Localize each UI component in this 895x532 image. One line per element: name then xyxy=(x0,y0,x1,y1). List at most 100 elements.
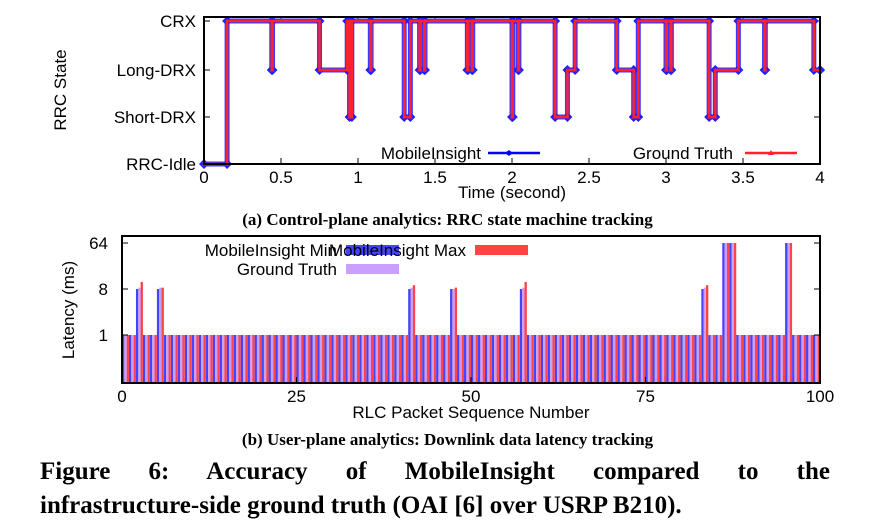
bar-mobileinsight-max xyxy=(761,335,765,383)
bar-mobileinsight-max xyxy=(629,335,632,383)
bar-mobileinsight-max xyxy=(503,335,506,383)
bar-mobileinsight-max xyxy=(329,335,332,383)
bar-mobileinsight-max xyxy=(182,335,185,383)
y-tick-label: CRX xyxy=(160,12,196,31)
bar-mobileinsight-max xyxy=(524,281,527,383)
bar-mobileinsight-max xyxy=(280,335,283,383)
bar-mobileinsight-max xyxy=(336,335,339,383)
bar-ground-truth xyxy=(564,335,567,383)
bar-mobileinsight-max xyxy=(238,335,241,383)
bar-mobileinsight-min xyxy=(177,335,181,383)
ground-truth-marker xyxy=(636,19,641,23)
bar-ground-truth xyxy=(159,287,162,383)
bar-mobileinsight-max xyxy=(259,335,262,383)
bar-mobileinsight-max xyxy=(622,335,625,383)
ground-truth-marker xyxy=(707,19,712,23)
bar-ground-truth xyxy=(724,243,727,383)
ground-truth-marker xyxy=(553,19,558,23)
bar-mobileinsight-max xyxy=(733,243,737,383)
ground-truth-marker xyxy=(369,68,374,72)
bar-mobileinsight-min xyxy=(345,335,348,383)
ground-truth-marker xyxy=(713,68,718,72)
bar-mobileinsight-min xyxy=(142,335,146,383)
bar-mobileinsight-max xyxy=(384,335,388,383)
bar-ground-truth xyxy=(494,335,497,383)
bar-ground-truth xyxy=(431,335,434,383)
legend-swatch-mobileinsight-min xyxy=(346,245,399,255)
bar-mobileinsight-min xyxy=(443,335,446,383)
bar-mobileinsight-min xyxy=(603,335,606,383)
bar-mobileinsight-min xyxy=(149,335,153,383)
ground-truth-marker xyxy=(636,115,641,119)
ground-truth-marker xyxy=(669,19,674,23)
bar-mobileinsight-max xyxy=(643,335,646,383)
bar-mobileinsight-max xyxy=(601,335,604,383)
x-axis-label: RLC Packet Sequence Number xyxy=(352,403,590,422)
ground-truth-marker xyxy=(270,68,275,72)
bar-mobileinsight-min xyxy=(547,335,551,383)
ground-truth-marker xyxy=(565,115,570,119)
bar-ground-truth xyxy=(236,335,239,383)
bar-ground-truth xyxy=(591,335,595,383)
bar-mobileinsight-max xyxy=(664,335,667,383)
ground-truth-marker xyxy=(573,19,578,23)
ground-truth-marker xyxy=(349,115,354,119)
ground-truth-marker xyxy=(811,19,816,23)
bar-mobileinsight-max xyxy=(615,335,618,383)
bar-mobileinsight-min xyxy=(694,335,697,383)
ground-truth-marker xyxy=(736,19,741,23)
bar-mobileinsight-max xyxy=(685,335,688,383)
bar-mobileinsight-max xyxy=(782,335,786,383)
ground-truth-marker xyxy=(631,115,636,119)
bar-mobileinsight-min xyxy=(785,243,788,383)
bar-ground-truth xyxy=(403,335,406,383)
bar-ground-truth xyxy=(138,287,141,383)
ground-truth-marker xyxy=(573,68,578,72)
bar-mobileinsight-min xyxy=(680,335,683,383)
bar-ground-truth xyxy=(815,335,818,383)
figure-caption-line2: infrastructure-side ground truth (OAI [6… xyxy=(40,492,682,519)
bar-ground-truth xyxy=(536,335,539,383)
bar-ground-truth xyxy=(773,335,776,383)
ground-truth-marker xyxy=(402,115,407,119)
bar-mobileinsight-min xyxy=(268,335,271,383)
figure-caption-line1: Figure 6: Accuracy of MobileInsight comp… xyxy=(40,458,830,485)
bar-mobileinsight-min xyxy=(778,335,781,383)
subcaption-b: (b) User-plane analytics: Downlink data … xyxy=(241,430,654,449)
bar-mobileinsight-max xyxy=(754,335,758,383)
legend-swatch-ground-truth xyxy=(346,264,399,274)
bar-mobileinsight-min xyxy=(373,335,376,383)
bar-ground-truth xyxy=(152,335,155,383)
bar-ground-truth xyxy=(598,335,602,383)
bar-ground-truth xyxy=(173,335,176,383)
bar-mobileinsight-max xyxy=(712,335,716,383)
bar-mobileinsight-min xyxy=(617,335,620,383)
bar-ground-truth xyxy=(277,335,281,383)
legend-label-ground-truth: Ground Truth xyxy=(633,144,733,163)
bar-mobileinsight-min xyxy=(303,335,306,383)
bar-mobileinsight-max xyxy=(726,243,730,383)
ground-truth-marker xyxy=(408,115,413,119)
bar-mobileinsight-max xyxy=(252,335,255,383)
bar-mobileinsight-min xyxy=(638,335,641,383)
ground-truth-marker xyxy=(664,19,669,23)
bar-ground-truth xyxy=(208,335,211,383)
bar-mobileinsight-min xyxy=(568,335,572,383)
ground-truth-marker xyxy=(418,68,423,72)
bar-mobileinsight-min xyxy=(750,335,753,383)
bar-ground-truth xyxy=(284,335,288,383)
bar-ground-truth xyxy=(382,335,385,383)
bar-mobileinsight-min xyxy=(477,335,481,383)
x-axis-label: Time (second) xyxy=(458,183,566,202)
bar-mobileinsight-min xyxy=(219,335,223,383)
bar-mobileinsight-min xyxy=(471,335,474,383)
legend-swatch-mobileinsight-max xyxy=(475,245,528,255)
bar-mobileinsight-max xyxy=(740,335,744,383)
bar-mobileinsight-min xyxy=(261,335,264,383)
ground-truth-marker xyxy=(614,68,619,72)
plot-frame xyxy=(121,235,821,384)
y-tick-label: Long-DRX xyxy=(117,61,196,80)
bar-mobileinsight-max xyxy=(440,335,444,383)
bar-mobileinsight-max xyxy=(350,335,353,383)
bar-mobileinsight-max xyxy=(461,335,465,383)
